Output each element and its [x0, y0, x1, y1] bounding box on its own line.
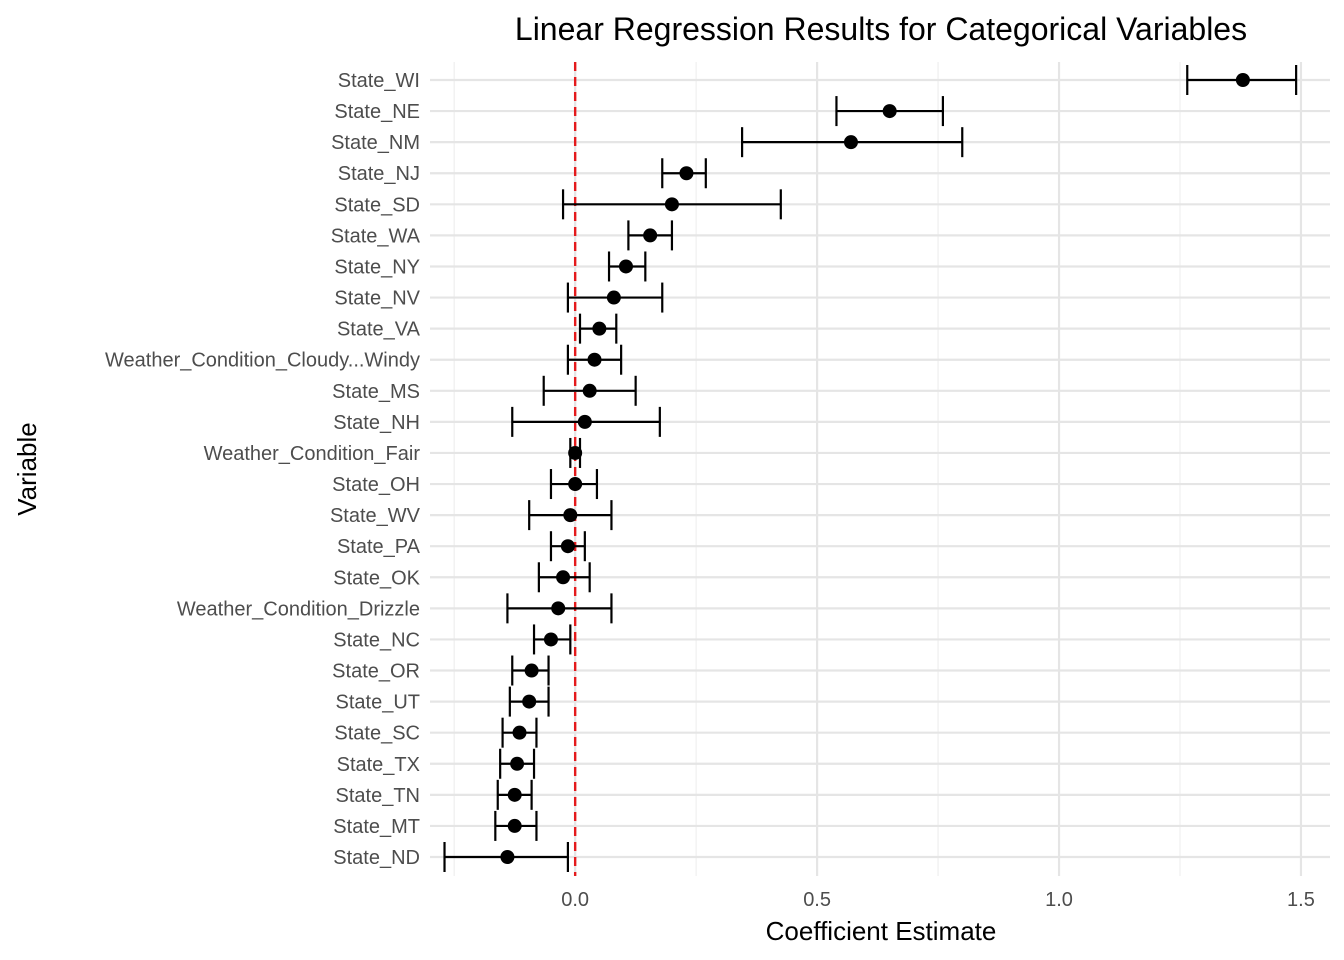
chart-title: Linear Regression Results for Categorica…: [515, 11, 1247, 47]
y-tick-label: State_NJ: [338, 163, 420, 185]
x-tick-label: 0.0: [561, 889, 589, 911]
y-tick-label: State_WI: [338, 70, 420, 92]
coefficient-row: [566, 282, 664, 313]
estimate-point: [618, 259, 633, 274]
coefficient-row: [578, 313, 618, 344]
estimate-point: [606, 290, 621, 305]
coefficient-row: [443, 842, 570, 872]
coefficient-row: [661, 158, 707, 189]
coefficient-row: [506, 593, 613, 624]
estimate-point: [522, 694, 537, 709]
coefficient-row: [627, 220, 674, 251]
y-tick-label: State_ND: [333, 847, 420, 869]
y-tick-labels: State_WI State_NE State_NM State_NJ State_SD…: [105, 70, 421, 869]
estimate-point: [664, 197, 679, 212]
y-tick-label: State_SC: [334, 723, 420, 745]
points-layer: [443, 65, 1298, 872]
estimate-point: [587, 352, 602, 367]
estimate-point: [568, 445, 583, 460]
estimate-point: [510, 756, 525, 771]
coefficient-row: [568, 437, 583, 468]
estimate-point: [882, 104, 897, 119]
y-tick-label: Weather_Condition_Drizzle: [177, 598, 420, 620]
estimate-point: [551, 601, 566, 616]
y-tick-label: State_PA: [337, 536, 421, 558]
y-axis-title: Variable: [12, 422, 42, 515]
y-tick-label: State_WA: [331, 225, 421, 247]
y-tick-label: State_NV: [334, 288, 420, 310]
estimate-point: [500, 850, 515, 864]
estimate-point: [843, 135, 858, 150]
estimate-point: [592, 321, 607, 336]
estimate-point: [543, 632, 558, 647]
x-tick-label: 1.5: [1287, 889, 1315, 911]
estimate-point: [524, 663, 539, 678]
coefficient-row: [528, 500, 613, 531]
y-tick-label: State_NC: [333, 629, 420, 651]
x-tick-labels: 0.0 0.5 1.0 1.5: [561, 889, 1315, 911]
y-tick-label: State_NM: [331, 132, 420, 154]
x-tick-label: 0.5: [803, 889, 831, 911]
y-tick-label: State_MT: [333, 816, 420, 838]
estimate-point: [643, 228, 658, 243]
coefficient-row: [532, 624, 572, 655]
y-tick-label: State_NE: [334, 101, 420, 123]
coefficient-row: [549, 531, 586, 562]
y-tick-label: State_TX: [337, 754, 420, 776]
y-tick-label: Weather_Condition_Cloudy...Windy: [105, 350, 420, 372]
estimate-point: [507, 818, 522, 833]
coefficient-row: [494, 810, 538, 841]
coefficient-row: [537, 562, 591, 593]
estimate-point: [507, 787, 522, 802]
estimate-point: [556, 570, 571, 585]
estimate-point: [563, 508, 578, 523]
estimate-point: [582, 383, 597, 398]
coefficient-row: [549, 469, 599, 500]
y-tick-label: State_OK: [333, 567, 420, 589]
estimate-point: [679, 166, 694, 181]
coefficient-row: [561, 189, 782, 220]
y-tick-label: State_MS: [332, 381, 420, 403]
coefficient-row: [566, 344, 623, 375]
coefficient-row: [508, 686, 550, 717]
coefficient-row: [1186, 65, 1298, 95]
y-tick-label: State_VA: [337, 319, 421, 341]
coefficient-row: [511, 406, 661, 437]
coefficient-row: [835, 96, 945, 127]
y-tick-label: State_WV: [330, 505, 421, 527]
estimate-point: [568, 477, 583, 492]
estimate-point: [1235, 73, 1250, 87]
y-tick-label: State_UT: [336, 692, 420, 714]
coefficient-row: [740, 127, 964, 158]
y-tick-label: State_OR: [332, 661, 420, 683]
y-tick-label: State_SD: [334, 194, 420, 216]
estimate-point: [512, 725, 527, 740]
x-axis-title: Coefficient Estimate: [766, 916, 997, 946]
coefficient-row: [542, 375, 637, 406]
coefficient-row: [607, 251, 647, 282]
y-tick-label: State_OH: [332, 474, 420, 496]
y-tick-label: State_NH: [333, 412, 420, 434]
coefficient-row: [501, 717, 538, 748]
y-tick-label: State_TN: [336, 785, 420, 807]
grid: [430, 62, 1330, 876]
coefficient-row: [496, 779, 533, 810]
coefficient-row: [511, 655, 550, 686]
y-tick-label: State_NY: [334, 256, 420, 278]
y-tick-label: Weather_Condition_Fair: [204, 443, 421, 465]
estimate-point: [560, 539, 575, 554]
estimate-point: [577, 414, 592, 429]
coefficient-row: [499, 748, 536, 779]
x-tick-label: 1.0: [1045, 889, 1073, 911]
